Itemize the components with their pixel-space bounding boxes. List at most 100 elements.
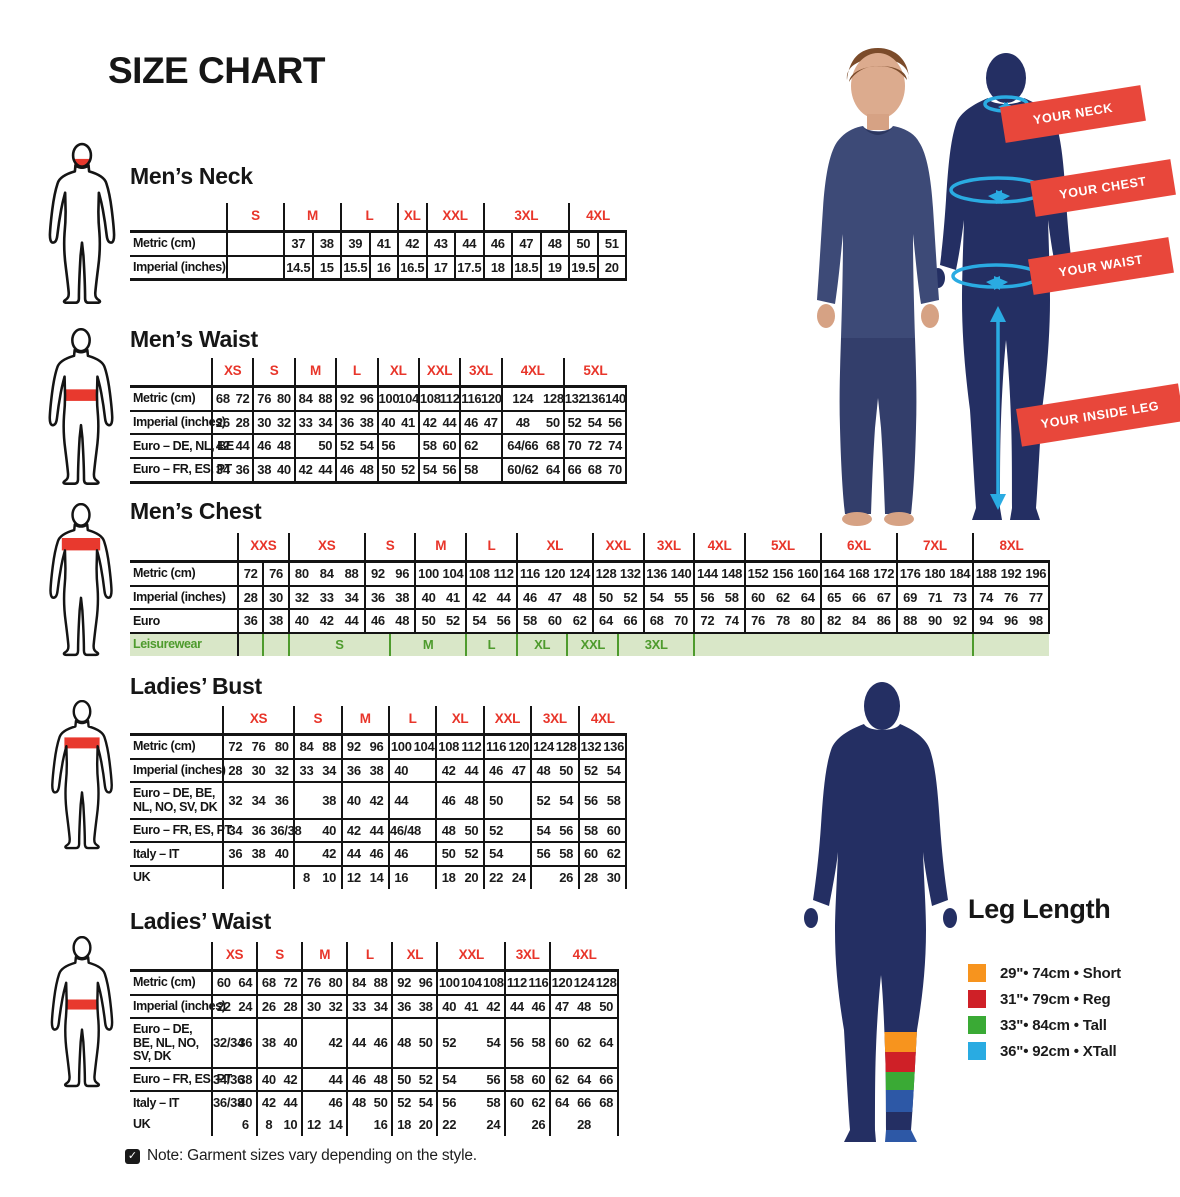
row-label: Euro – FR, ES, PT (130, 817, 232, 843)
heading-ladies-bust: Ladies’ Bust (130, 673, 262, 699)
cell (222, 865, 247, 889)
cell: 40 (234, 1090, 258, 1115)
table-ladies-waist: XS S M L XL XXL 3XL 4XL Metric (cm) 60 64 68 72 76 80 8… (130, 942, 619, 1136)
size-header-xl: XL (515, 533, 593, 564)
cell: 50 (591, 584, 619, 610)
row-label: UK (130, 1114, 213, 1136)
cell: 32 (274, 409, 295, 435)
cell: 68 (595, 1090, 619, 1115)
cell: 96 (390, 560, 416, 586)
cell: 14 (365, 865, 389, 889)
cell: 42 (365, 781, 389, 819)
mens-waist-figure-icon (48, 328, 114, 485)
cell: 48 (567, 584, 593, 610)
cell: 54 (482, 841, 508, 866)
ladies-bust-figure-icon (51, 700, 113, 850)
cell: 120 (480, 385, 502, 411)
size-header-xxl: XXL (417, 358, 461, 389)
legend-swatch (968, 990, 986, 1008)
cell: 48 (530, 757, 555, 783)
row-label: Metric (cm) (130, 733, 224, 759)
cell: 42 (317, 841, 342, 866)
cell: 42 (397, 230, 427, 256)
cell: 44 (504, 993, 528, 1019)
size-row-spacer (130, 942, 213, 973)
cell: 52 (398, 457, 419, 484)
cell (226, 230, 284, 256)
size-header-xxl: XXL (436, 942, 506, 973)
cell: 56 (530, 841, 555, 866)
cell: 40 (287, 608, 315, 634)
cell: 40 (270, 841, 295, 866)
cell: 56 (491, 608, 517, 634)
cell: 36 (363, 584, 391, 610)
cell: 62 (567, 608, 593, 634)
legend-item-0: 29"• 74cm • Short (968, 964, 1121, 982)
cell: 12 (340, 865, 366, 889)
size-row-spacer (130, 706, 224, 737)
cell: 128 (554, 733, 579, 759)
cell: 108 (417, 385, 441, 411)
cell: 72 (693, 608, 720, 634)
cell: 34 (315, 409, 337, 435)
cell: 38 (356, 409, 378, 435)
cell: 32 (324, 993, 348, 1019)
cell (412, 757, 437, 783)
cell: 28 (577, 1117, 591, 1133)
cell: 28 (577, 865, 603, 889)
cell: 54 (482, 1017, 506, 1068)
cell (460, 1017, 483, 1068)
cell: 64/66 (500, 433, 543, 459)
cell: 42 (324, 1017, 348, 1068)
row-label: Metric (cm) (130, 230, 228, 256)
cell: 90 (922, 608, 948, 634)
cell: 18 (391, 1114, 415, 1136)
cell: 30 (602, 865, 627, 889)
cell: 62 (459, 433, 481, 459)
size-header-s: S (252, 358, 295, 389)
cell: 48 (274, 433, 295, 459)
cell: 55 (668, 584, 695, 610)
cell: 60 (211, 969, 235, 995)
cell: 60 (577, 841, 603, 866)
cell: 68 (211, 385, 233, 411)
cell: 48 (346, 1090, 370, 1115)
cell: 84 (846, 608, 872, 634)
cell: 32/34 (211, 1017, 244, 1068)
cell: 44 (454, 230, 484, 256)
note-checkbox-icon: ✓ (125, 1148, 140, 1164)
cell: 152 (743, 560, 771, 586)
cell: 42 (417, 409, 440, 435)
row-label: Italy – IT (130, 841, 224, 866)
cell: 33 (293, 409, 316, 435)
heading-mens-chest: Men’s Chest (130, 498, 262, 524)
cell: 36 (234, 1017, 258, 1068)
cell: 28 (222, 757, 247, 783)
cell: 62 (572, 1017, 596, 1068)
cell: 34 (211, 457, 233, 484)
cell (211, 1114, 235, 1136)
size-header-3xl: 3XL (504, 942, 551, 973)
model-photo (817, 48, 939, 526)
cell: 70 (668, 608, 695, 634)
cell: 64 (549, 1090, 573, 1115)
heading-ladies-waist: Ladies’ Waist (130, 908, 271, 934)
cell: 52 (440, 608, 467, 634)
cell: 98 (1023, 608, 1051, 634)
cell: 68 (256, 969, 280, 995)
cell: 50 (554, 757, 579, 783)
cell: 50 (435, 841, 461, 866)
cell: 54 (530, 817, 555, 843)
size-header-4xl: 4XL (549, 942, 618, 973)
size-header-s: S (293, 706, 342, 737)
cell: 64 (572, 1066, 596, 1092)
cell: 56 (504, 1017, 528, 1068)
cell: 16.5 (397, 254, 427, 282)
cell: 46 (346, 1066, 370, 1092)
cell: 156 (770, 560, 796, 586)
cell: 128 (591, 560, 619, 586)
size-header-s: S (256, 942, 303, 973)
cell: 28 (232, 409, 254, 435)
cell: 17 (425, 254, 455, 282)
cell: 16 (387, 865, 413, 889)
